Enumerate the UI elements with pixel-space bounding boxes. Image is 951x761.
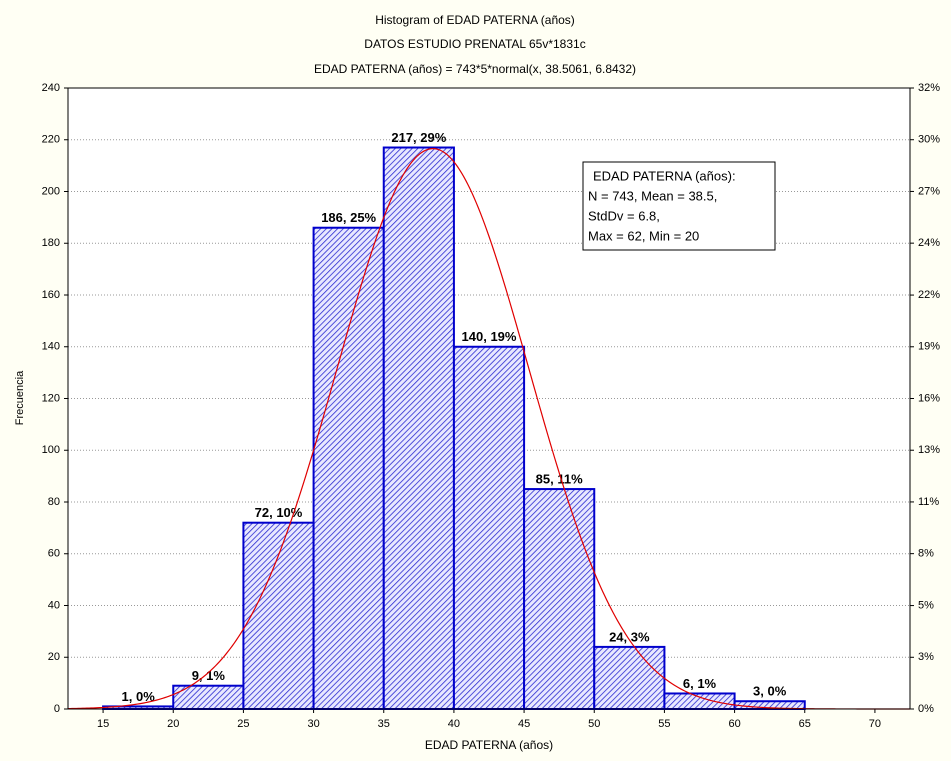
- value-label: 186, 25%: [321, 210, 376, 225]
- y-tick-label: 40: [48, 599, 60, 611]
- value-label: 1, 0%: [122, 689, 156, 704]
- value-label: 72, 10%: [255, 505, 303, 520]
- y-tick-label: 140: [42, 341, 60, 353]
- y2-tick-label: 30%: [918, 134, 940, 146]
- y-tick-label: 0: [54, 703, 60, 715]
- y-tick-label: 60: [48, 548, 60, 560]
- x-tick-label: 55: [658, 718, 670, 730]
- annotation-line: StdDv = 6.8,: [588, 208, 660, 223]
- value-label: 140, 19%: [462, 329, 517, 344]
- bar: [382, 146, 455, 710]
- bar: [242, 521, 315, 711]
- y-tick-label: 180: [42, 237, 60, 249]
- bar: [663, 692, 736, 710]
- x-tick-label: 20: [167, 718, 179, 730]
- annotation-line: Max = 62, Min = 20: [588, 228, 699, 243]
- y-tick-label: 220: [42, 134, 60, 146]
- plot-frame: [67, 87, 911, 710]
- y2-tick-label: 27%: [918, 185, 940, 197]
- x-tick-label: 25: [237, 718, 249, 730]
- chart-subtitle: DATOS ESTUDIO PRENATAL 65v*1831c: [364, 37, 585, 51]
- y-tick-label: 100: [42, 444, 60, 456]
- x-tick-label: 65: [799, 718, 811, 730]
- x-tick-label: 15: [97, 718, 109, 730]
- x-tick-label: 70: [869, 718, 881, 730]
- y-tick-label: 160: [42, 289, 60, 301]
- bar: [452, 345, 526, 710]
- value-label: 85, 11%: [536, 472, 583, 487]
- y2-tick-label: 3%: [918, 651, 934, 663]
- y-axis-label: Frecuencia: [14, 370, 26, 425]
- annotation-line: N = 743, Mean = 38.5,: [588, 188, 717, 203]
- y2-tick-label: 16%: [918, 392, 940, 404]
- y-tick-label: 120: [42, 392, 60, 404]
- value-label: 217, 29%: [391, 130, 446, 145]
- y2-tick-label: 22%: [918, 289, 940, 301]
- y2-tick-label: 5%: [918, 599, 934, 611]
- y2-tick-label: 11%: [918, 496, 939, 508]
- y2-tick-label: 13%: [918, 444, 940, 456]
- value-label: 3, 0%: [753, 684, 787, 699]
- y-tick-label: 200: [42, 185, 60, 197]
- x-tick-label: 40: [448, 718, 460, 730]
- bar: [312, 226, 385, 710]
- annotation-box: [582, 161, 776, 251]
- x-tick-label: 45: [518, 718, 530, 730]
- y2-tick-label: 32%: [918, 82, 940, 94]
- y2-tick-label: 0%: [918, 703, 934, 715]
- x-tick-label: 60: [728, 718, 740, 730]
- y-tick-label: 240: [42, 82, 60, 94]
- y-tick-label: 80: [48, 496, 60, 508]
- y2-tick-label: 19%: [918, 341, 940, 353]
- value-label: 9, 1%: [192, 668, 226, 683]
- x-tick-label: 30: [307, 718, 319, 730]
- y-tick-label: 20: [48, 651, 60, 663]
- formula: EDAD PATERNA (años) = 743*5*normal(x, 38…: [314, 62, 636, 76]
- chart-title: Histogram of EDAD PATERNA (años): [375, 13, 575, 27]
- y2-tick-label: 8%: [918, 548, 934, 560]
- normal-curve: [67, 148, 910, 710]
- x-tick-label: 50: [588, 718, 600, 730]
- y2-tick-label: 24%: [918, 237, 940, 249]
- value-label: 24, 3%: [609, 629, 650, 644]
- annotation-line: EDAD PATERNA (años):: [593, 168, 736, 183]
- bar: [523, 488, 596, 710]
- bar: [593, 645, 666, 711]
- x-tick-label: 35: [378, 718, 390, 730]
- value-label: 6, 1%: [683, 676, 717, 691]
- x-axis-label: EDAD PATERNA (años): [425, 738, 553, 752]
